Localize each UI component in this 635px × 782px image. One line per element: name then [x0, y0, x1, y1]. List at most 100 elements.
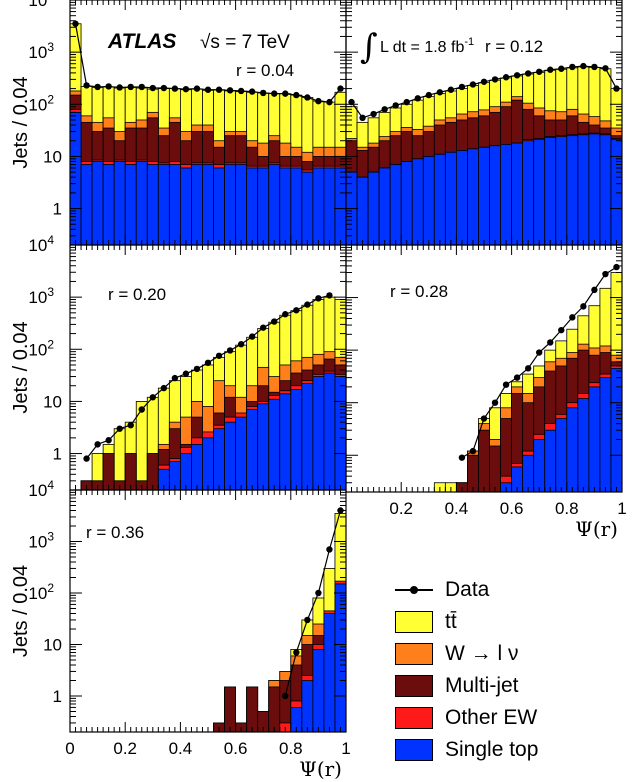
data-point	[469, 81, 477, 88]
x-tick-label: 0.8	[279, 739, 303, 758]
data-point	[105, 83, 112, 90]
x-tick-label: 1	[341, 739, 350, 758]
panel-2: r = 0.12 ∫ L dt = 1.8 fb-1	[345, 0, 623, 246]
data-point	[83, 455, 90, 462]
legend-label: Data	[445, 578, 490, 601]
histogram-bar	[80, 164, 93, 245]
legend-label: Multi-jet	[445, 674, 519, 697]
y-tick-label: 103	[28, 40, 54, 62]
ttbar-swatch	[395, 611, 433, 633]
y-tick-label: 1	[53, 687, 62, 706]
data-point	[215, 86, 223, 93]
histogram-bar	[146, 453, 159, 490]
histogram-bar	[544, 137, 557, 245]
histogram-bar	[577, 398, 590, 492]
data-point	[237, 87, 245, 95]
y-axis-label: Jets / 0.04	[10, 565, 32, 657]
histogram-stack	[213, 507, 346, 732]
data-point	[580, 62, 587, 70]
data-point	[237, 341, 245, 348]
data-point	[105, 437, 112, 444]
panel-label: r = 0.36	[86, 523, 144, 542]
histogram-bar	[489, 145, 501, 245]
data-point	[602, 270, 609, 278]
series-Single top	[157, 372, 346, 490]
histogram-bar	[312, 376, 325, 490]
histogram-bar	[301, 680, 314, 732]
energy-label: √s = 7 TeV	[200, 32, 290, 53]
multijet-swatch	[395, 675, 433, 697]
data-point	[414, 95, 421, 102]
data-point	[469, 447, 477, 455]
y-axis-label: Jets / 0.04	[10, 321, 32, 413]
histogram-bar	[522, 140, 535, 245]
y-tick-label: 10	[43, 636, 62, 655]
data-point	[326, 292, 333, 299]
histogram-bar	[356, 176, 369, 245]
singletop-swatch	[395, 739, 433, 761]
data-point	[260, 324, 267, 331]
histogram-bar	[213, 167, 225, 245]
histogram-bar	[224, 164, 236, 245]
data-point	[436, 89, 444, 96]
data-point	[392, 102, 399, 109]
histogram-bar	[290, 167, 303, 245]
histogram-bar	[102, 164, 115, 245]
histogram-bar	[500, 144, 512, 245]
histogram-bar	[334, 376, 346, 490]
data-point	[160, 384, 168, 392]
x-tick-label: 0.6	[224, 739, 248, 758]
data-point	[326, 98, 333, 106]
y-tick-label: 1	[53, 445, 62, 464]
histogram-bar	[290, 389, 303, 490]
y-tick-label: 1	[53, 200, 62, 219]
data-point	[547, 66, 554, 73]
data-marker-icon	[395, 579, 433, 601]
panel-1: 1 10 102 103 104 Jets / 0.04 r = 0.04 ATLAS √s =…	[10, 0, 347, 246]
x-tick-label: 0.4	[169, 739, 193, 758]
histogram-bar	[279, 393, 292, 490]
data-point	[149, 394, 156, 401]
histogram-bar	[378, 167, 391, 245]
data-line	[284, 510, 342, 697]
histogram-bar	[91, 161, 104, 245]
data-point	[315, 97, 322, 105]
x-tick-label: 0.4	[445, 499, 469, 518]
data-point	[171, 85, 179, 92]
data-point	[304, 94, 311, 101]
data-point	[491, 399, 499, 406]
histogram-bar	[113, 161, 126, 245]
data-point	[536, 68, 543, 75]
data-point	[569, 314, 576, 321]
data-point	[458, 83, 466, 91]
data-point	[248, 88, 256, 95]
integral-icon: ∫	[360, 27, 378, 67]
histogram-bar	[588, 133, 601, 245]
legend-label: Other EW	[445, 706, 538, 729]
x-axis-label: Ψ(r)	[575, 517, 618, 541]
data-point	[315, 589, 322, 597]
histogram-bar	[268, 398, 281, 490]
panel-label: r = 0.12	[485, 37, 543, 56]
histogram-bar	[367, 171, 380, 245]
x-tick-label: 1	[617, 499, 626, 518]
x-tick-label: 0.2	[389, 499, 413, 518]
histogram-bar	[610, 139, 622, 245]
luminosity-label: L dt = 1.8 fb-1	[380, 36, 474, 56]
histogram-bar	[455, 150, 468, 245]
data-point	[359, 114, 366, 122]
histogram-bar	[511, 142, 524, 245]
data-point	[326, 546, 333, 553]
data-point	[513, 374, 521, 381]
y-tick-label: 102	[28, 337, 54, 359]
data-point	[458, 454, 466, 461]
histogram-bar	[124, 164, 137, 245]
histogram-bar	[323, 372, 336, 490]
histogram-stack	[433, 263, 622, 492]
histogram-bar	[555, 136, 568, 245]
panel-4: 0.2 0.4 0.6 0.8 1Ψ(r) r = 0.28	[345, 244, 627, 541]
histogram-bar	[489, 445, 501, 492]
histogram-bar	[599, 134, 612, 245]
y-tick-label: 104	[28, 233, 54, 255]
histogram-bar	[544, 429, 557, 492]
